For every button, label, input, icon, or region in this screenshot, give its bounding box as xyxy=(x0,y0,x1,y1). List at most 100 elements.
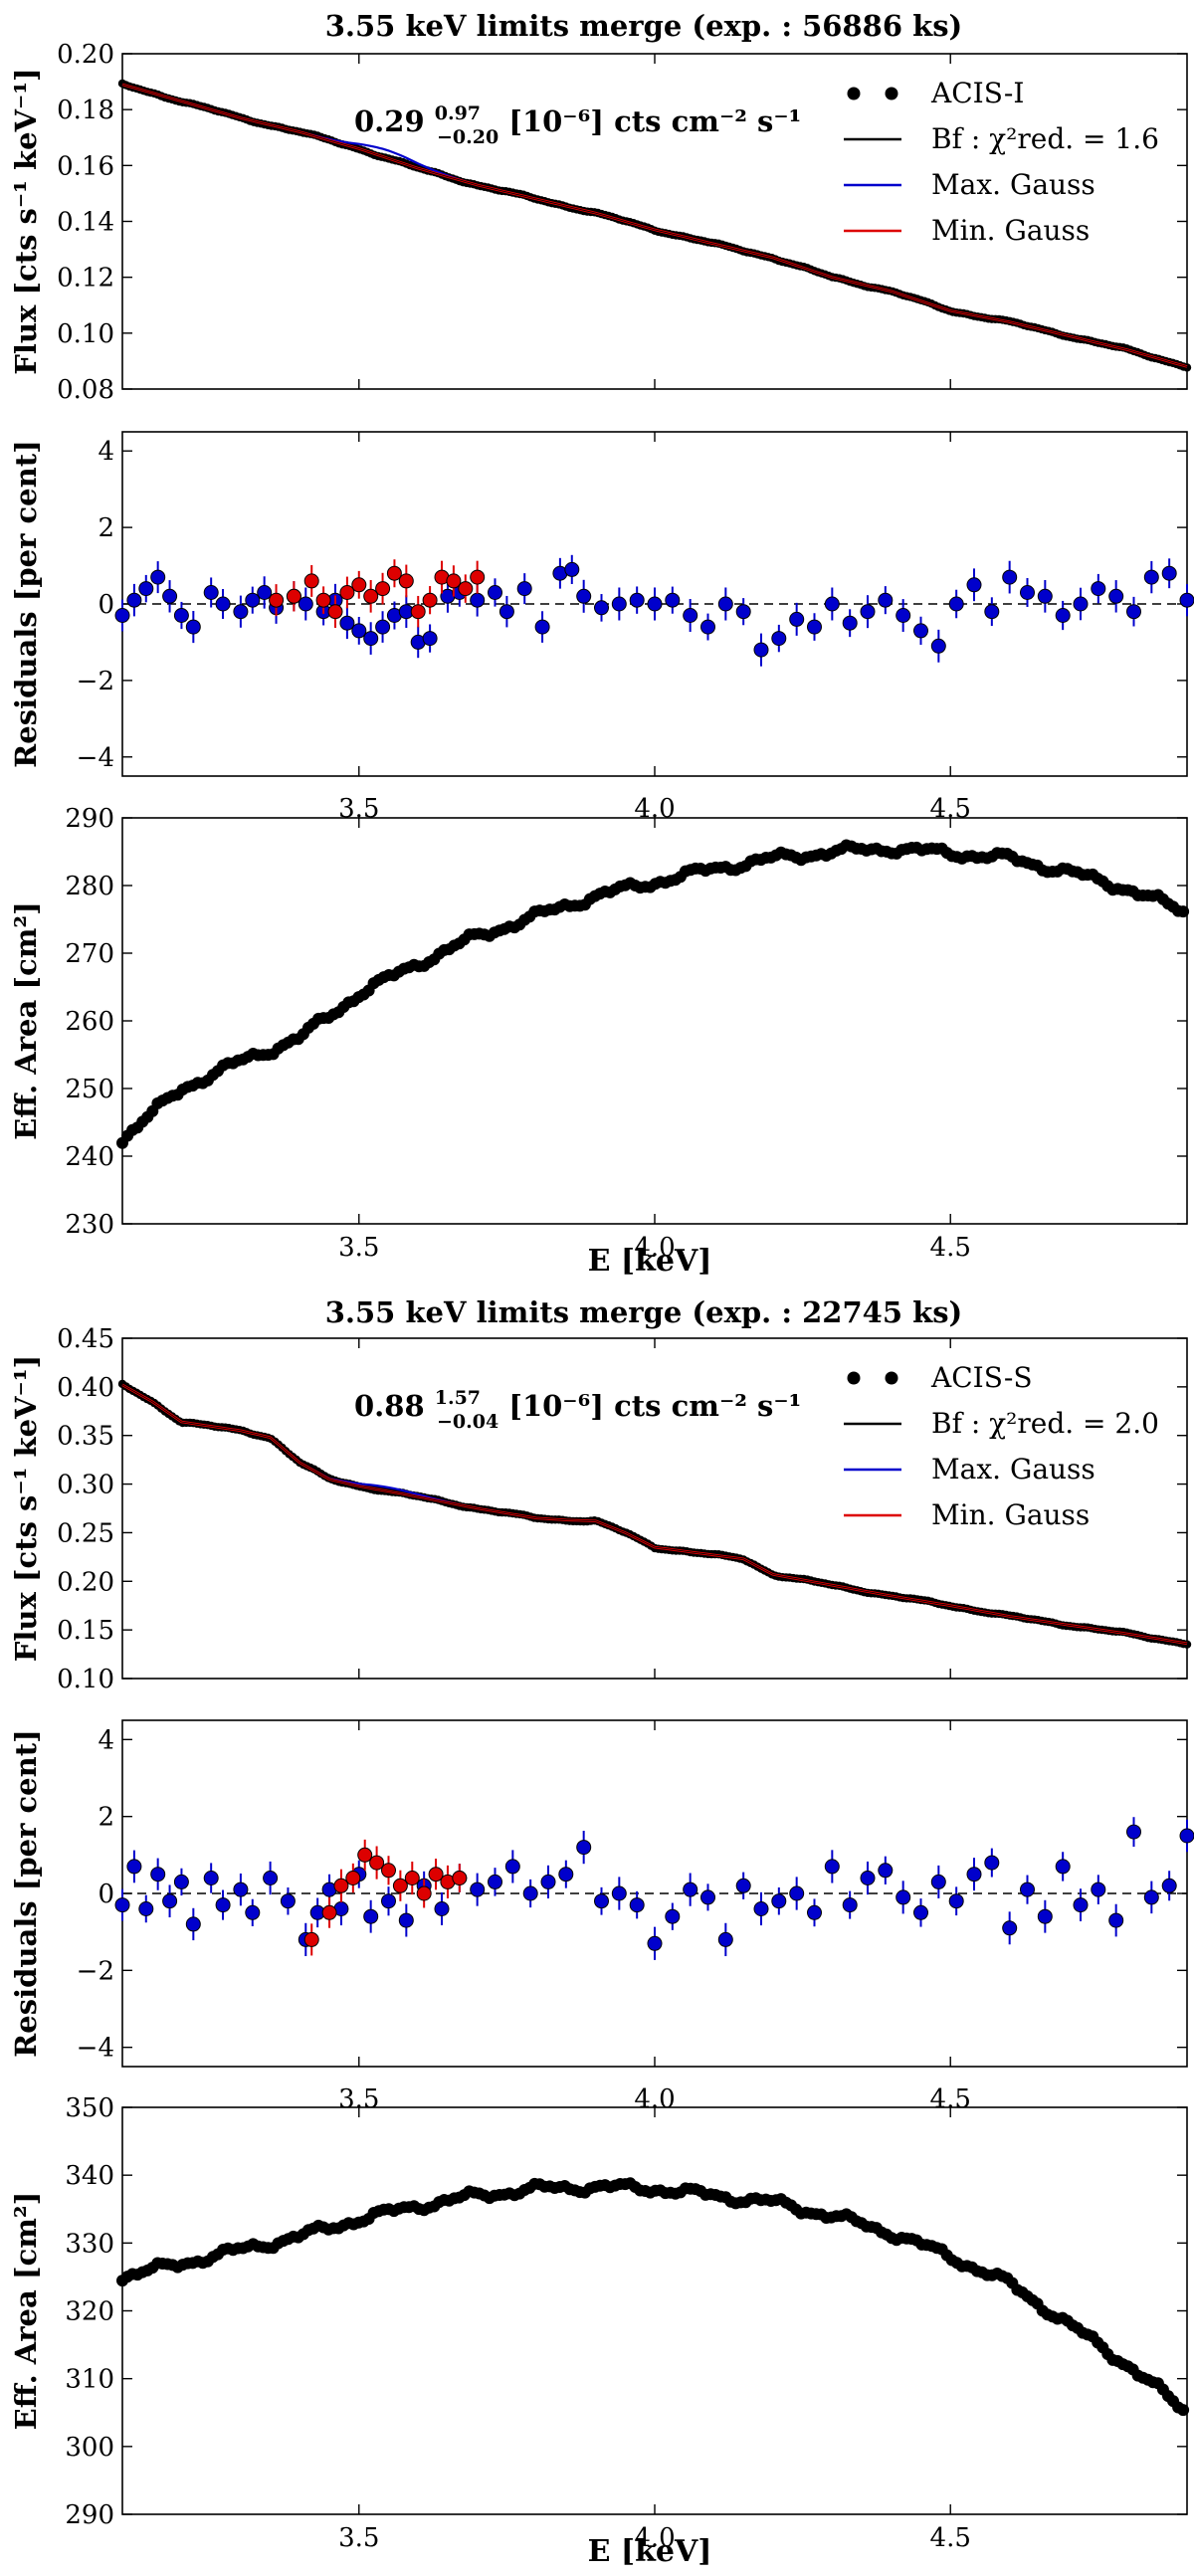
y-tick-label: 2 xyxy=(98,1803,114,1833)
max-gauss-residual-point xyxy=(488,1874,502,1889)
y-tick-label: 2 xyxy=(98,513,114,543)
max-gauss-residual-point xyxy=(683,608,698,623)
max-gauss-residual-point xyxy=(375,619,391,635)
eff-area-point xyxy=(1177,905,1190,918)
min-gauss-residual-point xyxy=(375,581,391,597)
max-gauss-residual-point xyxy=(824,596,840,612)
y-tick-label: 0.45 xyxy=(57,1324,114,1354)
max-gauss-residual-point xyxy=(263,1871,279,1885)
min-gauss-residual-point xyxy=(452,1871,468,1885)
y-tick-label: 4 xyxy=(98,437,114,467)
max-gauss-residual-point xyxy=(534,619,550,635)
x-axis-label: E [keV] xyxy=(588,1244,712,1279)
plot-frame xyxy=(121,2106,1188,2515)
max-gauss-residual-point xyxy=(1179,592,1194,608)
legend-label: Bf : χ²red. = 1.6 xyxy=(931,122,1159,155)
y-axis-label: Eff. Area [cm²] xyxy=(9,901,43,1140)
min-gauss-residual-point xyxy=(315,592,331,608)
max-gauss-residual-point xyxy=(504,1859,520,1875)
legend-label: Min. Gauss xyxy=(931,1498,1090,1531)
min-gauss-residual-point xyxy=(458,581,474,597)
acis-i-eff-area-plot: 230 240 250 260 270 280 290 3.5 4.0 4.5 Eff. Area … xyxy=(9,804,1190,1263)
y-tick-label: 310 xyxy=(65,2365,114,2395)
legend-label: Bf : χ²red. = 2.0 xyxy=(931,1407,1159,1440)
y-axis-label: Residuals [per cent] xyxy=(9,1729,43,2058)
max-gauss-residual-point xyxy=(498,604,514,620)
y-tick-label: 260 xyxy=(65,1007,114,1037)
max-gauss-residual-point xyxy=(398,1912,414,1928)
max-gauss-residual-point xyxy=(576,1840,592,1856)
max-gauss-residual-point xyxy=(150,1867,166,1882)
max-gauss-residual-point xyxy=(807,619,822,635)
min-gauss-residual-point xyxy=(470,569,486,585)
max-gauss-residual-point xyxy=(913,623,928,639)
y-tick-label: 0 xyxy=(98,1880,114,1909)
min-gauss-residual-point xyxy=(392,1878,408,1893)
max-gauss-residual-point xyxy=(1037,588,1053,604)
chart-title: 3.55 keV limits merge (exp. : 22745 ks) xyxy=(325,1295,963,1329)
max-gauss-residual-point xyxy=(824,1859,840,1875)
max-gauss-residual-point xyxy=(665,592,681,608)
x-tick-label: 4.0 xyxy=(634,2523,675,2553)
max-gauss-residual-point xyxy=(647,596,663,612)
max-gauss-residual-point xyxy=(807,1904,822,1920)
y-tick-label: 0.10 xyxy=(57,319,114,349)
legend-marker xyxy=(885,87,898,100)
max-gauss-residual-point xyxy=(1179,1828,1194,1844)
min-gauss-residual-point xyxy=(321,1904,337,1920)
max-gauss-residual-point xyxy=(1020,1882,1035,1897)
max-gauss-residual-point xyxy=(717,1931,733,1947)
max-gauss-residual-point xyxy=(896,608,911,623)
y-axis-label: Eff. Area [cm²] xyxy=(9,2192,43,2431)
legend-marker xyxy=(847,87,861,100)
max-gauss-residual-point xyxy=(126,1859,142,1875)
max-gauss-residual-point xyxy=(1126,604,1141,620)
max-gauss-residual-point xyxy=(842,615,858,631)
max-gauss-residual-point xyxy=(1108,1912,1124,1928)
max-gauss-residual-point xyxy=(771,631,787,647)
best-fit-line xyxy=(121,84,1188,367)
max-gauss-residual-point xyxy=(185,619,201,635)
upper-limit-annotation: 0.88 1.57 −0.04 [10⁻⁶] cts cm⁻² s⁻¹ xyxy=(354,1387,801,1433)
min-gauss-residual-point xyxy=(428,1867,444,1882)
max-gauss-residual-point xyxy=(683,1882,698,1897)
max-gauss-residual-point xyxy=(233,604,249,620)
min-gauss-residual-point xyxy=(303,1931,319,1947)
max-gauss-residual-point xyxy=(126,592,142,608)
max-gauss-residual-point xyxy=(245,592,261,608)
min-gauss-residual-point xyxy=(416,1885,432,1901)
max-gauss-residual-point xyxy=(735,604,751,620)
max-gauss-residual-point xyxy=(422,631,438,647)
max-gauss-residual-point xyxy=(150,569,166,585)
min-gauss-residual-point xyxy=(269,592,285,608)
min-gauss-residual-point xyxy=(398,573,414,589)
y-tick-label: 250 xyxy=(65,1075,114,1104)
max-gauss-residual-point xyxy=(280,1893,296,1909)
y-tick-label: 0.40 xyxy=(57,1373,114,1403)
min-gauss-residual-point xyxy=(363,588,379,604)
max-gauss-residual-point xyxy=(1161,565,1177,581)
max-gauss-residual-point xyxy=(215,596,231,612)
max-gauss-residual-point xyxy=(114,1897,130,1913)
max-gauss-residual-point xyxy=(233,1882,249,1897)
max-gauss-residual-point xyxy=(948,596,964,612)
y-tick-label: 0.10 xyxy=(57,1665,114,1694)
max-gauss-residual-point xyxy=(878,1863,894,1879)
max-gauss-residual-point xyxy=(842,1897,858,1913)
max-gauss-residual-point xyxy=(162,1893,178,1909)
y-tick-label: 230 xyxy=(65,1210,114,1240)
max-gauss-residual-point xyxy=(162,588,178,604)
legend-label: Min. Gauss xyxy=(931,214,1090,247)
min-gauss-residual-point xyxy=(386,565,402,581)
max-gauss-residual-point xyxy=(381,1893,396,1909)
y-tick-label: 270 xyxy=(65,939,114,969)
max-gauss-residual-point xyxy=(363,1908,379,1924)
min-gauss-residual-point xyxy=(333,1878,349,1893)
max-gauss-residual-point xyxy=(1037,1908,1053,1924)
y-tick-label: 0.16 xyxy=(57,151,114,181)
x-tick-label: 3.5 xyxy=(338,1233,379,1263)
max-gauss-residual-point xyxy=(1143,569,1159,585)
y-tick-label: 350 xyxy=(65,2093,114,2123)
